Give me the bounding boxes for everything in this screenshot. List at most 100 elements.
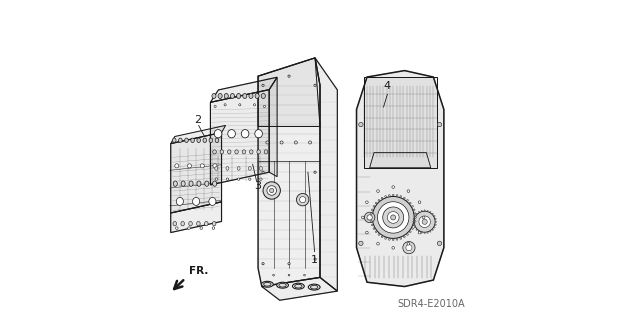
Circle shape [370, 217, 372, 218]
Ellipse shape [173, 221, 177, 226]
Circle shape [400, 196, 402, 197]
Circle shape [392, 194, 394, 196]
Circle shape [403, 197, 405, 199]
Circle shape [432, 213, 433, 214]
Polygon shape [211, 77, 277, 102]
Circle shape [253, 104, 255, 106]
Circle shape [381, 236, 383, 238]
Ellipse shape [310, 285, 318, 289]
Ellipse shape [212, 221, 216, 226]
Ellipse shape [173, 138, 176, 143]
Circle shape [407, 190, 410, 192]
Polygon shape [171, 202, 221, 233]
Circle shape [406, 245, 412, 251]
Circle shape [215, 178, 218, 180]
Circle shape [421, 232, 422, 233]
Circle shape [377, 190, 380, 192]
Circle shape [381, 197, 383, 199]
Circle shape [434, 215, 435, 217]
Ellipse shape [257, 150, 260, 154]
Circle shape [378, 199, 380, 201]
Circle shape [358, 241, 363, 246]
Circle shape [280, 141, 283, 144]
Ellipse shape [197, 138, 200, 143]
Circle shape [377, 242, 380, 245]
Circle shape [392, 186, 394, 188]
Circle shape [413, 221, 414, 222]
Circle shape [288, 75, 290, 77]
Ellipse shape [237, 93, 241, 99]
Ellipse shape [255, 93, 259, 99]
Circle shape [424, 210, 425, 211]
Circle shape [262, 263, 264, 265]
Ellipse shape [228, 130, 236, 138]
Circle shape [296, 193, 309, 206]
Circle shape [390, 215, 396, 220]
Circle shape [288, 274, 290, 276]
Ellipse shape [276, 282, 289, 288]
Circle shape [437, 241, 442, 246]
Polygon shape [364, 77, 437, 168]
Ellipse shape [224, 93, 228, 99]
Circle shape [406, 199, 408, 201]
Circle shape [412, 228, 413, 229]
Polygon shape [262, 278, 337, 300]
Ellipse shape [209, 138, 212, 143]
Circle shape [365, 231, 368, 234]
Circle shape [413, 209, 415, 211]
Circle shape [288, 263, 290, 265]
Circle shape [269, 188, 274, 193]
Circle shape [371, 224, 373, 226]
Circle shape [413, 224, 415, 226]
Ellipse shape [308, 284, 320, 290]
Text: 3: 3 [254, 182, 261, 191]
Ellipse shape [212, 181, 217, 186]
Ellipse shape [185, 138, 188, 143]
Circle shape [412, 205, 413, 207]
Circle shape [385, 196, 387, 197]
Circle shape [396, 195, 398, 197]
Ellipse shape [209, 197, 216, 205]
Circle shape [410, 231, 411, 233]
Circle shape [273, 274, 275, 276]
Circle shape [388, 195, 390, 197]
Circle shape [392, 239, 394, 241]
Circle shape [414, 211, 435, 232]
Ellipse shape [218, 93, 222, 99]
Circle shape [372, 197, 414, 238]
Circle shape [365, 201, 368, 204]
Circle shape [224, 104, 226, 106]
Circle shape [188, 164, 191, 168]
Ellipse shape [215, 138, 219, 143]
Circle shape [364, 212, 375, 223]
Ellipse shape [179, 138, 182, 143]
Circle shape [358, 122, 363, 127]
Circle shape [264, 105, 266, 108]
Circle shape [414, 227, 415, 228]
Ellipse shape [173, 181, 177, 186]
Text: FR.: FR. [189, 266, 209, 276]
Polygon shape [171, 132, 221, 213]
Circle shape [421, 210, 422, 211]
Ellipse shape [242, 150, 246, 154]
Circle shape [371, 209, 373, 211]
Ellipse shape [241, 130, 249, 138]
Polygon shape [258, 58, 320, 126]
Circle shape [227, 178, 228, 180]
Ellipse shape [279, 283, 286, 287]
Circle shape [375, 231, 377, 233]
Ellipse shape [243, 93, 247, 99]
Ellipse shape [205, 221, 208, 226]
Circle shape [403, 236, 405, 238]
Polygon shape [370, 152, 431, 168]
Ellipse shape [203, 138, 207, 143]
Circle shape [435, 218, 436, 219]
Polygon shape [356, 70, 444, 286]
Circle shape [437, 122, 442, 127]
Circle shape [367, 215, 372, 220]
Circle shape [371, 220, 372, 222]
Circle shape [422, 219, 428, 224]
Circle shape [416, 213, 417, 214]
Circle shape [300, 197, 306, 203]
Circle shape [427, 210, 428, 211]
